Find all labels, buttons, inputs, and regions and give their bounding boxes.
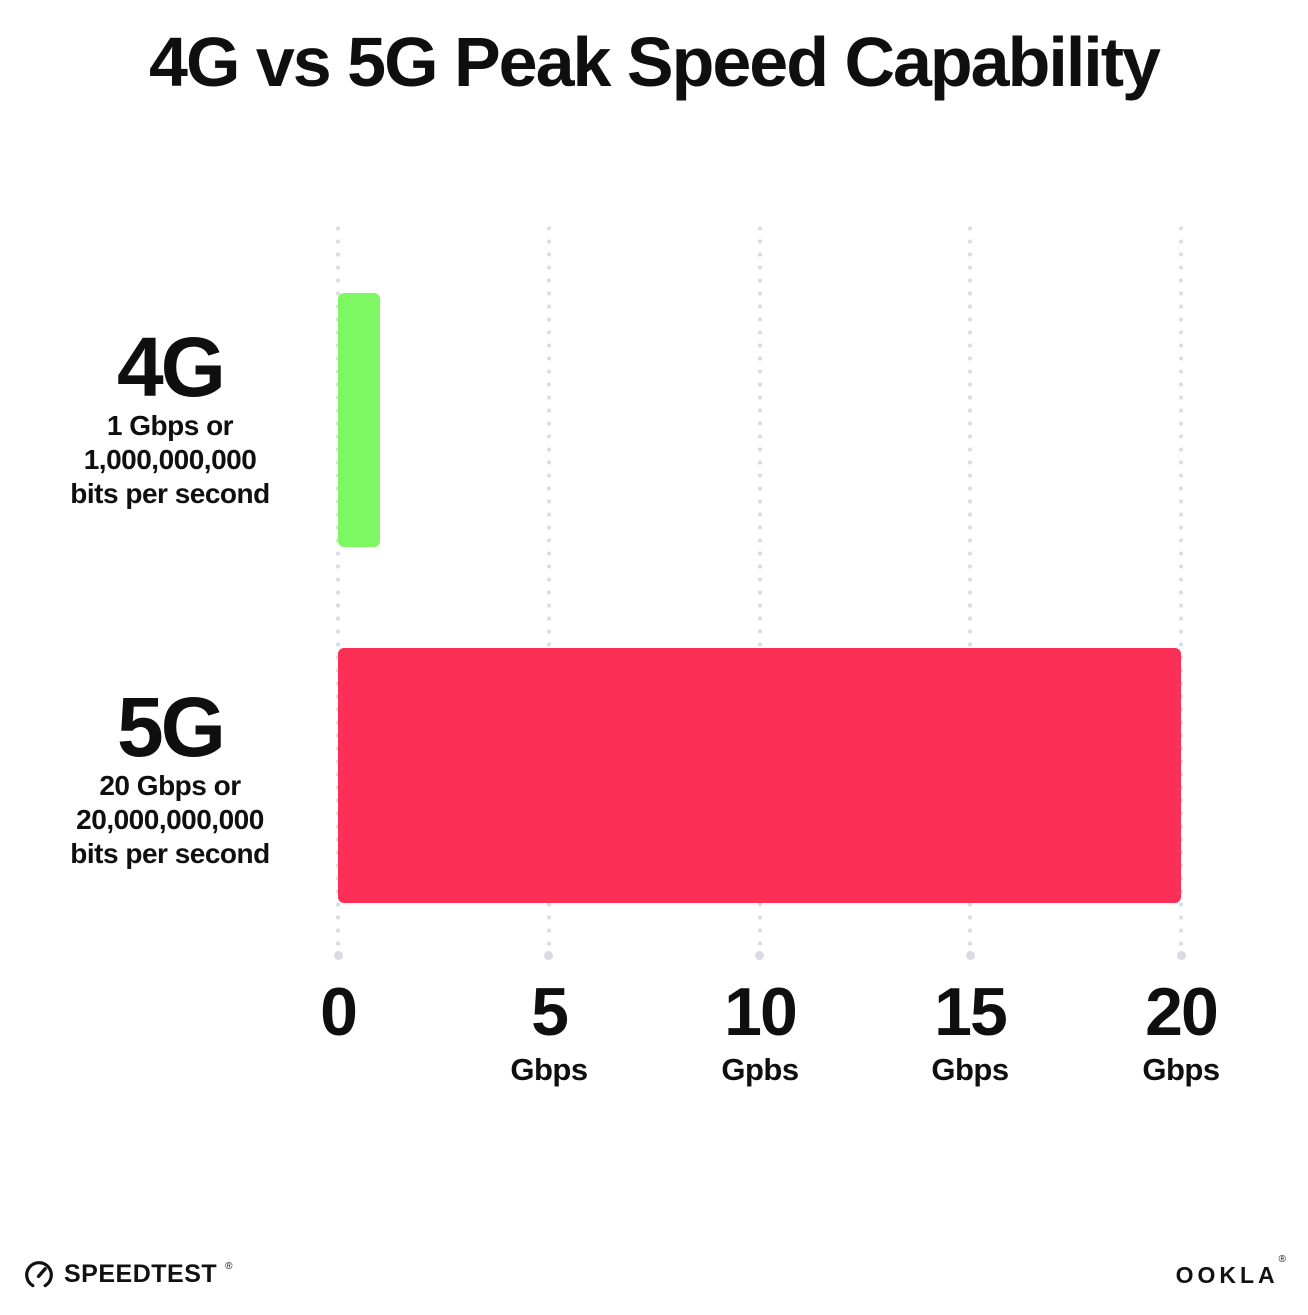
x-tick-value: 0 <box>320 974 358 1050</box>
category-note-line: 1,000,000,000 <box>83 444 257 475</box>
x-tick-0: 0 <box>218 975 458 1052</box>
x-tick-unit: Gbps <box>1142 1052 1220 1087</box>
gridline-20 <box>1178 222 1184 960</box>
gridline-15 <box>967 222 973 960</box>
category-note-line: 1 Gbps or <box>106 410 234 441</box>
x-tick-value: 5 <box>531 974 569 1050</box>
ookla-wordmark: OOKLA <box>1175 1262 1279 1288</box>
bar-4g <box>338 293 381 547</box>
gridline-10 <box>757 222 762 960</box>
x-tick-unit: Gbps <box>931 1052 1009 1087</box>
x-tick-20: 20 Gbps <box>1061 975 1301 1088</box>
x-tick-value: 20 <box>1145 974 1219 1050</box>
category-label-4g: 4G 1 Gbps or 1,000,000,000 bits per seco… <box>20 325 320 511</box>
ookla-registered-mark: ® <box>1278 1254 1286 1265</box>
speedtest-wordmark: SPEEDTEST <box>64 1259 218 1288</box>
bar-5g <box>338 648 1181 903</box>
footer: SPEEDTEST ® OOKLA® <box>0 1253 1308 1297</box>
x-tick-unit: Gbps <box>510 1052 588 1087</box>
category-label-5g: 5G 20 Gbps or 20,000,000,000 bits per se… <box>20 685 320 871</box>
category-title-5g: 5G <box>116 680 226 774</box>
category-note-line: bits per second <box>70 838 270 869</box>
x-tick-5: 5 Gbps <box>429 975 669 1088</box>
category-note-line: 20 Gbps or <box>99 770 241 801</box>
gridline-5 <box>546 222 552 960</box>
speedtest-logo: SPEEDTEST ® <box>22 1257 233 1291</box>
category-title-4g: 4G <box>116 320 226 414</box>
x-tick-value: 15 <box>934 974 1008 1050</box>
chart-title: 4G vs 5G Peak Speed Capability <box>149 23 1161 101</box>
speedtest-gauge-icon <box>25 1261 53 1288</box>
plot-area <box>335 222 1184 960</box>
category-note-line: 20,000,000,000 <box>76 804 264 835</box>
x-tick-10: 10 Gpbs <box>640 975 880 1088</box>
ookla-logo: OOKLA® <box>1175 1254 1286 1289</box>
gridline-0 <box>335 222 341 960</box>
x-tick-value: 10 <box>724 974 798 1050</box>
category-note-line: bits per second <box>70 478 270 509</box>
x-tick-unit: Gpbs <box>721 1052 799 1087</box>
speedtest-registered-mark: ® <box>225 1260 233 1272</box>
x-tick-15: 15 Gbps <box>850 975 1090 1088</box>
